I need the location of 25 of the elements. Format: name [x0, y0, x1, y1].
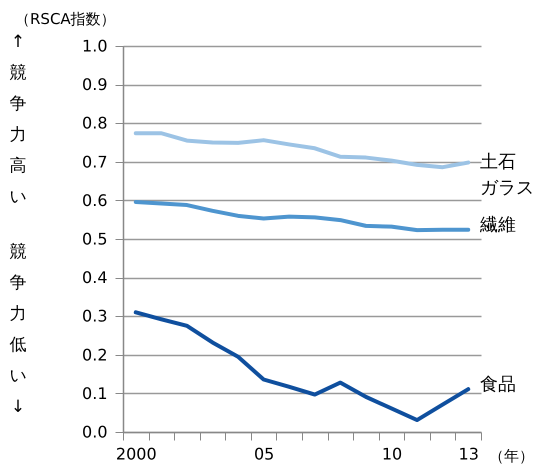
y-tick-label: 0.4	[82, 268, 108, 288]
y-tick-label: 0.2	[82, 345, 108, 364]
y-tick-label: 0.7	[82, 152, 108, 172]
y-tick-label: 0.8	[82, 114, 108, 133]
y-tick-label: 0.6	[82, 190, 108, 210]
y-axis-title: （RSCA指数）	[15, 10, 116, 28]
y-tick-label: 0.1	[82, 384, 108, 403]
text: 競争力低い↓	[10, 242, 26, 417]
y-tick-label: 1.0	[82, 36, 108, 56]
line-series	[134, 200, 470, 232]
line-series	[134, 131, 470, 170]
y-tick-label: 0.0	[82, 422, 108, 442]
series-label: 食品	[480, 374, 516, 396]
y-tick-label: 0.3	[82, 306, 108, 326]
line-series	[134, 310, 470, 422]
x-tick-label: 05	[254, 444, 274, 464]
x-tick-label: 2000	[116, 444, 157, 464]
y-tick-label: 0.9	[82, 75, 108, 94]
series-label: 土石ガラス	[480, 152, 534, 199]
x-axis-title: （年）	[489, 447, 534, 465]
text: ↑競争力高い	[10, 32, 26, 207]
series-label: 繊維	[479, 214, 516, 236]
y-tick-label: 0.5	[82, 230, 108, 248]
x-tick-label: 13	[458, 444, 479, 464]
x-tick-label: 10	[382, 444, 402, 464]
